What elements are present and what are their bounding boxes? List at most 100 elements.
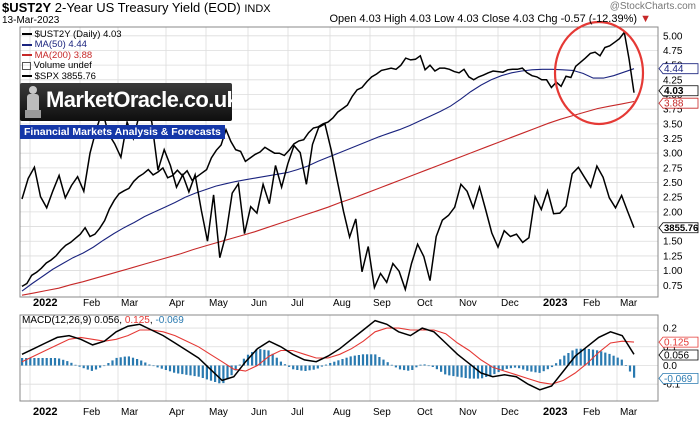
histogram-bar xyxy=(53,358,57,366)
x-tick-label: Mar xyxy=(121,407,139,418)
histogram-bar xyxy=(90,365,93,371)
x-tick-label: Nov xyxy=(459,407,477,418)
histogram-bar xyxy=(144,362,147,366)
x-tick-label: Jul xyxy=(291,298,304,309)
histogram-bar xyxy=(242,358,245,366)
macd-value-tag xyxy=(658,349,699,361)
macd-histogram xyxy=(21,348,636,384)
last-yield-tag-label: 4.03 xyxy=(664,86,684,97)
macd-y-tick-label: 0.0 xyxy=(663,361,677,372)
histogram-bar xyxy=(555,363,558,366)
histogram-bar xyxy=(25,358,28,366)
ohlc-readout: Open 4.03 High 4.03 Low 4.03 Close 4.03 … xyxy=(329,13,651,25)
last-spx-tag-label: 3855.76 xyxy=(664,223,698,234)
y-tick-label: 4.25 xyxy=(663,75,683,86)
y-tick-label: 5.00 xyxy=(663,31,683,42)
x-tick-label: Aug xyxy=(333,407,351,418)
histogram-bar xyxy=(283,364,287,366)
histogram-bar xyxy=(201,365,204,378)
line-marker-icon xyxy=(22,54,32,57)
histogram-bar xyxy=(156,365,159,368)
x-tick-label: Sep xyxy=(373,298,391,309)
histogram-bar xyxy=(218,365,221,384)
macd-legend-title: MACD(12,26,9) xyxy=(22,315,95,326)
histogram-bar xyxy=(472,365,475,379)
histogram-bar xyxy=(49,358,52,366)
histogram-bar xyxy=(407,365,410,371)
histogram-bar xyxy=(312,365,315,370)
histogram-bar xyxy=(440,365,443,372)
histogram-bar xyxy=(357,355,360,366)
macd-panel-frame xyxy=(19,314,659,402)
histogram-bar xyxy=(279,361,282,366)
histogram-bar xyxy=(62,359,65,366)
histogram-bar xyxy=(612,355,615,366)
macd-line xyxy=(21,319,635,391)
histogram-bar xyxy=(148,364,151,366)
histogram-bar xyxy=(403,365,406,371)
histogram-bar xyxy=(423,364,426,366)
legend-item-ma50: MA(50) 4.44 xyxy=(22,40,122,50)
x-tick-label: Feb xyxy=(83,298,101,309)
watermark: @StockCharts.com xyxy=(609,1,696,12)
histogram-bar xyxy=(168,365,172,372)
histogram-bar xyxy=(263,349,266,366)
histogram-bar xyxy=(415,365,418,368)
histogram-bar xyxy=(378,357,381,366)
histogram-bar xyxy=(37,358,40,366)
y-tick-label: 2.25 xyxy=(663,193,683,204)
y-tick-label: 2.50 xyxy=(663,178,683,189)
x-tick-label: Aug xyxy=(333,298,351,309)
x-tick-label: Mar xyxy=(620,407,638,418)
logo-banner xyxy=(20,83,232,121)
histogram-bar xyxy=(394,365,397,368)
histogram-bar xyxy=(324,364,328,366)
histogram-bar xyxy=(255,349,258,366)
histogram-bar xyxy=(513,365,517,368)
histogram-bar xyxy=(140,360,143,366)
histogram-bar xyxy=(304,365,307,371)
last-ma50-tag-label: 4.44 xyxy=(664,64,684,75)
histogram-bar xyxy=(86,365,89,370)
histogram-bar xyxy=(382,359,385,366)
line-marker-icon xyxy=(22,43,32,46)
histogram-bar xyxy=(370,354,373,366)
y-tick-label: 1.25 xyxy=(663,251,683,262)
x-tick-label: Mar xyxy=(620,298,638,309)
histogram-bar xyxy=(526,365,529,371)
histogram-bar xyxy=(481,365,484,379)
histogram-bar xyxy=(390,364,393,366)
histogram-bar xyxy=(460,365,463,378)
main-panel-frame xyxy=(19,26,659,298)
histogram-bar xyxy=(456,365,459,377)
x-tick-label: Feb xyxy=(583,298,601,309)
histogram-bar xyxy=(234,365,237,371)
last-spx-tag xyxy=(658,222,699,234)
histogram-bar xyxy=(115,357,118,366)
histogram-bar xyxy=(189,365,192,376)
spx-line xyxy=(21,101,635,293)
histogram-bar xyxy=(559,359,562,366)
description: 2-Year US Treasury Yield (EOD) xyxy=(54,0,241,15)
y-tick-label: 4.75 xyxy=(663,46,683,57)
histogram-bar xyxy=(493,365,496,375)
macd-value-tag-label: -0.069 xyxy=(664,374,693,385)
histogram-bar xyxy=(419,364,422,366)
histogram-bar xyxy=(74,364,77,366)
histogram-bar xyxy=(271,353,274,366)
histogram-bar xyxy=(94,365,98,370)
histogram-bar xyxy=(452,365,455,377)
histogram-bar xyxy=(333,361,336,366)
histogram-bar xyxy=(66,361,69,366)
histogram-bar xyxy=(82,365,85,369)
histogram-bar xyxy=(628,365,632,372)
histogram-bar xyxy=(251,352,254,366)
y-tick-label: 3.75 xyxy=(663,105,683,116)
histogram-bar xyxy=(518,365,521,369)
y-tick-label: 3.00 xyxy=(663,149,683,160)
histogram-bar xyxy=(173,365,176,373)
histogram-bar xyxy=(624,365,627,366)
macd-signal-line xyxy=(21,327,635,385)
histogram-bar xyxy=(197,365,200,377)
histogram-bar xyxy=(366,354,369,366)
